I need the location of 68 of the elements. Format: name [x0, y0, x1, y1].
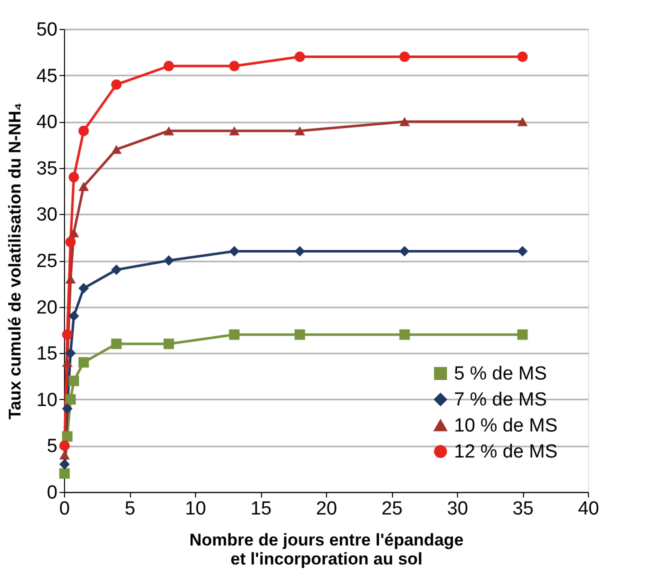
point [59, 440, 70, 451]
y-tick-label: 25 [36, 251, 58, 272]
point [78, 357, 89, 368]
point [68, 228, 80, 238]
point [111, 338, 122, 350]
point [294, 52, 306, 62]
point [68, 310, 80, 322]
point [65, 274, 76, 284]
y-tick-label: 0 [46, 482, 58, 504]
point [399, 117, 410, 126]
point [62, 329, 73, 340]
point [294, 126, 306, 136]
x-tick-label: 35 [512, 498, 534, 520]
point [62, 431, 73, 442]
point [517, 246, 528, 256]
point [78, 126, 89, 136]
y-tick-label: 5 [46, 436, 58, 458]
point [294, 246, 306, 256]
point [399, 246, 410, 256]
y-tick-label: 45 [36, 66, 58, 87]
x-tick-label: 10 [184, 498, 206, 520]
point [164, 338, 174, 350]
point [65, 236, 76, 248]
y-axis-title: Taux cumulé de volatilisation du N-NH₄ [5, 102, 24, 420]
point [229, 329, 240, 340]
y-tick-label: 15 [36, 344, 58, 365]
point [229, 60, 240, 72]
point [65, 348, 76, 358]
x-tick-label: 30 [446, 498, 468, 520]
point [294, 329, 306, 340]
point [68, 172, 80, 182]
point [517, 329, 528, 340]
legend-label: 7 % de MS [454, 390, 547, 410]
point [164, 60, 174, 72]
y-tick-label: 20 [36, 297, 58, 318]
legend-label: 10 % de MS [454, 416, 558, 436]
point [68, 376, 80, 386]
x-tick-label: 5 [124, 498, 136, 520]
point [111, 144, 122, 154]
point [111, 264, 122, 276]
point [78, 182, 89, 191]
point [164, 255, 174, 266]
y-tick-label: 30 [36, 204, 58, 226]
point [59, 468, 70, 479]
legend-label: 12 % de MS [454, 442, 558, 462]
x-tick-label: 25 [381, 498, 403, 520]
y-tick-label: 40 [36, 112, 58, 134]
x-tick-label: 15 [250, 498, 272, 520]
y-tick-label: 50 [36, 20, 58, 40]
point [62, 358, 73, 367]
legend-label: 5 % de MS [454, 364, 547, 384]
point [65, 394, 76, 405]
point [78, 283, 89, 294]
point [517, 52, 528, 62]
point [229, 126, 240, 136]
point [59, 458, 70, 470]
x-axis-title: Nombre de jours entre l'épandage et l'incorporation au sol [189, 530, 464, 568]
point [229, 246, 240, 256]
point [164, 126, 174, 136]
point [399, 329, 410, 340]
point [111, 79, 122, 90]
point [62, 403, 73, 414]
point [517, 117, 528, 126]
x-tick-label: 40 [578, 498, 600, 520]
y-tick-label: 35 [36, 158, 58, 180]
x-tick-label: 20 [316, 498, 338, 520]
point [399, 52, 410, 62]
y-tick-label: 10 [36, 390, 58, 411]
